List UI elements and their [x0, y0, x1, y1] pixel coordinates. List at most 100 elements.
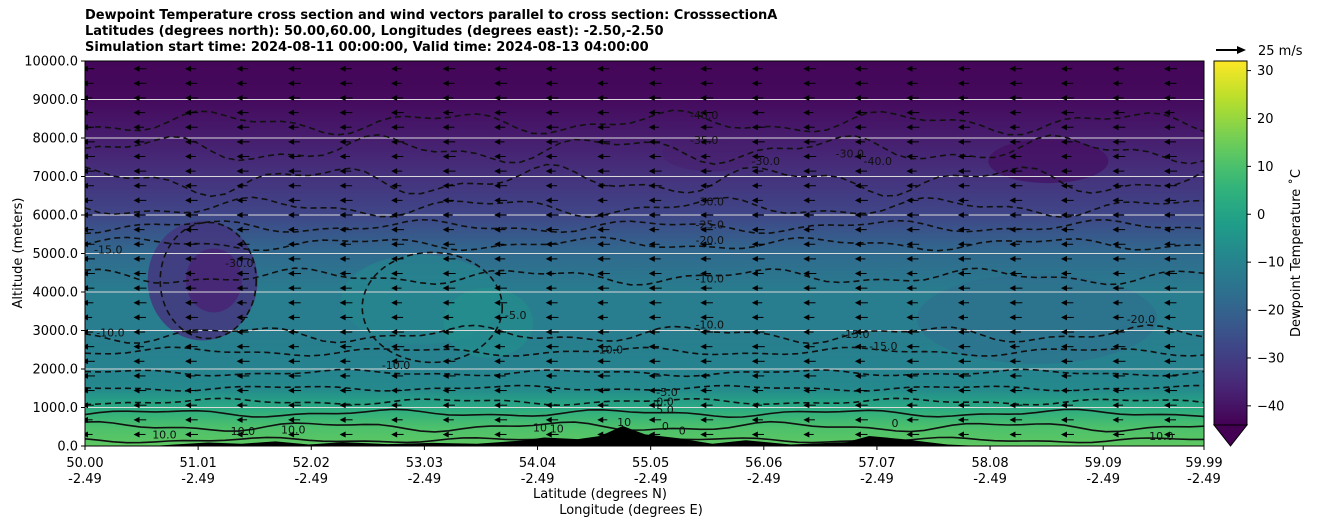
wind-vector-head [1164, 65, 1171, 72]
wind-vector-head [236, 124, 243, 131]
wind-vector-head [85, 358, 88, 365]
wind-vector-head [1060, 212, 1067, 218]
wind-vector-head [803, 314, 810, 321]
wind-vector-head [854, 212, 861, 218]
wind-vector-head [133, 255, 140, 262]
wind-vector-head [85, 402, 88, 409]
y-axis-label: Altitude (meters) [11, 198, 26, 309]
wind-vector-head [906, 109, 913, 116]
contour-label: -30.0 [836, 147, 864, 160]
wind-vector-head [236, 153, 243, 160]
wind-vector-head [1009, 65, 1016, 72]
wind-vector-head [1009, 372, 1016, 379]
wind-vector-head [494, 212, 501, 218]
wind-vector-head [854, 416, 861, 423]
x-tick-label-lat: 54.04 [519, 456, 556, 471]
contour-label: -10.0 [382, 359, 410, 372]
wind-vector-head [957, 226, 964, 233]
x-tick-label-lat: 53.03 [406, 456, 443, 471]
wind-vector-head [545, 343, 552, 350]
wind-vector-head [1009, 255, 1016, 262]
wind-vector-head [957, 80, 964, 87]
wind-vector-head [803, 402, 810, 409]
wind-vector-head [1060, 94, 1067, 101]
wind-vector-head [288, 138, 295, 145]
colorbar-tick-label: −30 [1257, 351, 1284, 366]
contour-label: 10 [550, 423, 564, 436]
wind-vector-head [236, 431, 243, 438]
wind-key-arrowhead [1237, 46, 1246, 54]
wind-vector-head [751, 80, 758, 87]
wind-vector-head [751, 402, 758, 409]
wind-vector-head [906, 80, 913, 87]
wind-vector-head [1060, 431, 1067, 438]
x-tick-label-lon: -2.49 [747, 472, 781, 487]
wind-vector-head [1060, 153, 1067, 160]
wind-vector-head [906, 402, 913, 409]
wind-vector-head [545, 197, 552, 204]
wind-vector-head [1164, 416, 1171, 423]
wind-vector-head [391, 124, 398, 131]
colorbar: 30 20 10 0 −10 −20 −30 −40 Dewpoint Temperature… [1212, 60, 1304, 447]
colorbar-tick-label: −20 [1257, 304, 1284, 319]
contour-label: -10.0 [595, 344, 623, 357]
contour-label: 0.0 [656, 396, 674, 409]
wind-vector-head [648, 182, 655, 189]
wind-vector-head [185, 314, 192, 321]
wind-vector-head [1009, 416, 1016, 423]
wind-vector-head [391, 329, 398, 336]
wind-vector-head [1112, 124, 1119, 131]
wind-vector-head [854, 168, 861, 175]
wind-vector-head [391, 197, 398, 204]
wind-vector-head [288, 358, 295, 365]
wind-vector-head [906, 358, 913, 365]
wind-vector-head [700, 226, 707, 233]
wind-vector-head [1060, 285, 1067, 292]
wind-vector-head [1112, 197, 1119, 204]
wind-vector-head [133, 197, 140, 204]
wind-vector-head [545, 299, 552, 306]
wind-vector-head [648, 80, 655, 87]
wind-vector-head [133, 402, 140, 409]
wind-vector-head [1112, 138, 1119, 145]
wind-vector-head [494, 270, 501, 277]
wind-vector-head [391, 431, 398, 438]
wind-vector-head [1112, 80, 1119, 87]
wind-vector-head [700, 182, 707, 189]
wind-vector-head [1060, 358, 1067, 365]
wind-vector-head [494, 416, 501, 423]
wind-vector-head [906, 343, 913, 350]
x-axis-label-longitude: Longitude (degrees E) [559, 503, 703, 518]
wind-vector-head [391, 65, 398, 72]
wind-vector-head [339, 343, 346, 350]
wind-vector-head [648, 416, 655, 423]
wind-vector-head [854, 329, 861, 336]
contour-label: 0 [892, 417, 899, 430]
wind-vector-head [957, 387, 964, 394]
wind-vector-head [288, 343, 295, 350]
wind-vector-head [1112, 431, 1119, 438]
wind-vector-head [494, 124, 501, 131]
wind-vector-head [803, 285, 810, 292]
wind-vector-head [288, 329, 295, 336]
wind-vector-head [751, 65, 758, 72]
wind-vector-head [854, 124, 861, 131]
wind-vector-head [597, 94, 604, 101]
wind-vector-head [957, 124, 964, 131]
wind-vector-head [751, 124, 758, 131]
wind-vector-head [648, 94, 655, 101]
wind-vector-head [700, 343, 707, 350]
wind-vector-head [803, 343, 810, 350]
wind-vector-head [133, 241, 140, 248]
wind-vector-head [339, 182, 346, 189]
wind-vector-head [85, 329, 88, 336]
wind-vector-head [288, 197, 295, 204]
wind-vector-head [648, 270, 655, 277]
wind-vector-head [442, 387, 449, 394]
wind-vector-head [236, 299, 243, 306]
wind-vector-head [906, 270, 913, 277]
wind-vector-head [957, 138, 964, 145]
dry-anomaly [917, 273, 1158, 364]
wind-vector-head [133, 285, 140, 292]
